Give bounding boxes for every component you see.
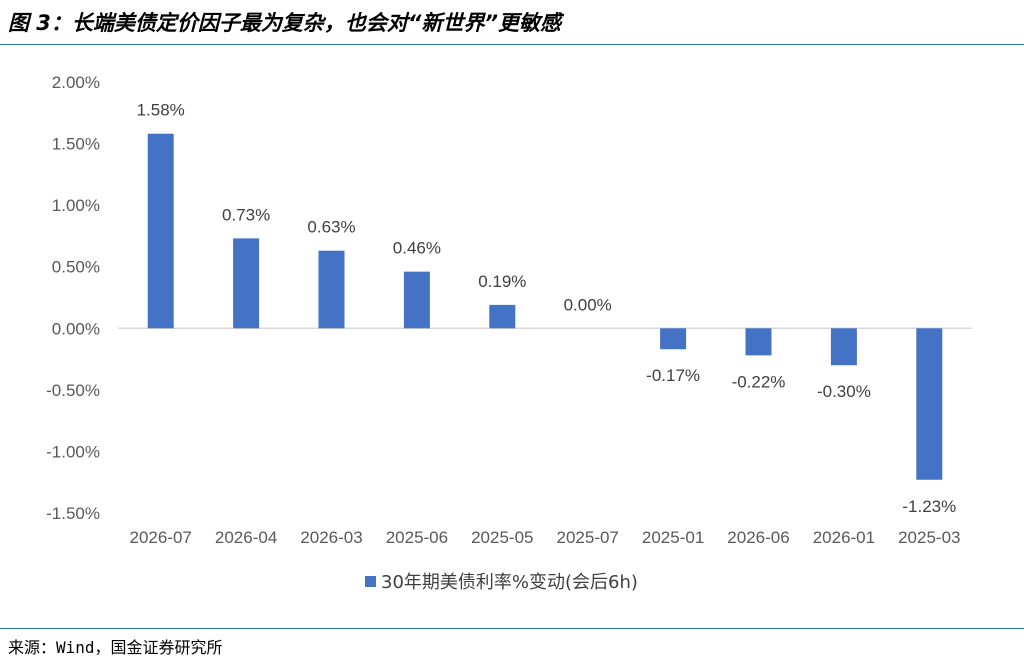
- data-labels: 1.58% 0.73% 0.63% 0.46% 0.19% 0.00% -0.17% -0.2…: [137, 101, 957, 516]
- data-label: 0.46%: [393, 239, 441, 258]
- bar: [489, 304, 516, 329]
- data-label: 1.58%: [137, 101, 185, 120]
- bar: [318, 250, 345, 329]
- bar: [147, 133, 174, 329]
- x-tick-label: 2026-03: [300, 528, 362, 547]
- y-axis-ticks: 2.00% 1.50% 1.00% 0.50% 0.00% -0.50% -1.00% -1.…: [46, 73, 100, 523]
- data-label: -1.23%: [902, 497, 956, 516]
- data-label: 0.63%: [307, 218, 355, 237]
- source-note: 来源：Wind，国金证券研究所: [8, 638, 223, 657]
- bars: [147, 133, 943, 480]
- legend-swatch: [365, 576, 376, 587]
- x-axis-ticks: 2026-07 2026-04 2026-03 2025-06 2025-05 2025-…: [130, 528, 961, 547]
- data-label: -0.17%: [646, 366, 700, 385]
- legend: 30年期美债利率%变动(会后6h): [365, 572, 638, 593]
- x-tick-label: 2026-04: [215, 528, 277, 547]
- y-tick-label: 1.00%: [52, 196, 100, 215]
- x-tick-label: 2025-03: [898, 528, 960, 547]
- bar: [403, 271, 430, 329]
- bar: [830, 328, 857, 366]
- footer-divider: [0, 628, 1024, 629]
- x-tick-label: 2026-06: [727, 528, 789, 547]
- figure-title: 图 3：长端美债定价因子最为复杂，也会对“新世界”更敏感: [8, 11, 561, 35]
- data-label: -0.22%: [732, 372, 786, 391]
- y-tick-label: -1.50%: [46, 504, 100, 523]
- bar-chart: 2.00% 1.50% 1.00% 0.50% 0.00% -0.50% -1.00% -1.…: [46, 73, 972, 593]
- bar: [660, 328, 687, 350]
- x-tick-label: 2025-01: [642, 528, 704, 547]
- bar: [233, 238, 260, 329]
- x-tick-label: 2026-07: [130, 528, 192, 547]
- bar: [745, 328, 772, 356]
- x-tick-label: 2025-06: [386, 528, 448, 547]
- y-tick-label: 1.50%: [52, 135, 100, 154]
- y-tick-label: 2.00%: [52, 73, 100, 92]
- data-label: 0.73%: [222, 205, 270, 224]
- y-tick-label: 0.00%: [52, 319, 100, 338]
- y-tick-label: 0.50%: [52, 258, 100, 277]
- x-tick-label: 2026-01: [813, 528, 875, 547]
- x-tick-label: 2025-07: [557, 528, 619, 547]
- y-tick-label: -1.00%: [46, 442, 100, 461]
- data-label: -0.30%: [817, 382, 871, 401]
- data-label: 0.00%: [564, 295, 612, 314]
- x-tick-label: 2025-05: [471, 528, 533, 547]
- data-label: 0.19%: [478, 272, 526, 291]
- y-tick-label: -0.50%: [46, 381, 100, 400]
- bar: [916, 328, 943, 480]
- title-divider: [0, 44, 1024, 45]
- legend-label: 30年期美债利率%变动(会后6h): [381, 572, 638, 593]
